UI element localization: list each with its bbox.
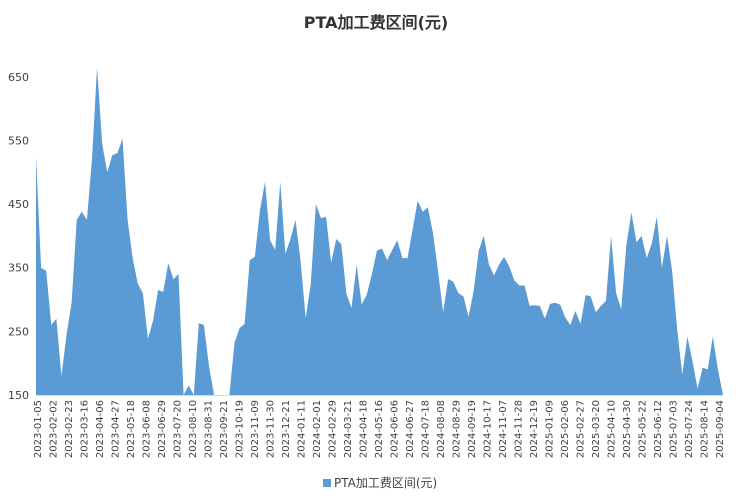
legend-label: PTA加工费区间(元) — [334, 476, 437, 490]
x-tick-label: 2025-02-27 — [576, 400, 587, 458]
x-tick-label: 2025-01-09 — [545, 400, 556, 458]
x-tick-label: 2023-11-30 — [266, 400, 277, 458]
x-tick-label: 2025-05-22 — [638, 400, 649, 458]
x-tick-label: 2023-12-21 — [281, 400, 292, 458]
x-tick-label: 2024-09-19 — [467, 400, 478, 458]
x-tick-label: 2023-04-06 — [95, 400, 106, 458]
x-tick-label: 2024-12-19 — [529, 400, 540, 458]
x-tick-label: 2025-04-30 — [622, 400, 633, 458]
legend-swatch — [323, 479, 331, 487]
x-tick-label: 2025-06-12 — [653, 400, 664, 458]
y-tick-label: 250 — [8, 325, 29, 338]
x-tick-label: 2025-07-03 — [669, 400, 680, 458]
plot-area — [36, 67, 723, 396]
x-tick-label: 2023-08-10 — [188, 400, 199, 458]
chart-title: PTA加工费区间(元) — [304, 13, 448, 32]
x-tick-label: 2024-05-16 — [374, 400, 385, 458]
x-tick-label: 2023-07-20 — [173, 400, 184, 458]
x-tick-label: 2025-02-06 — [560, 400, 571, 458]
y-tick-label: 450 — [8, 198, 29, 211]
x-tick-label: 2024-08-08 — [436, 400, 447, 458]
x-tick-label: 2024-06-06 — [390, 400, 401, 458]
x-tick-label: 2023-02-02 — [49, 400, 60, 458]
x-tick-label: 2023-02-23 — [64, 400, 75, 458]
x-tick-label: 2023-09-21 — [219, 400, 230, 458]
legend: PTA加工费区间(元) — [323, 476, 437, 490]
x-tick-label: 2024-02-29 — [328, 400, 339, 458]
x-tick-label: 2023-01-05 — [33, 400, 44, 458]
x-axis: 2023-01-05 2023-02-02 2023-02-23 2023-03-16… — [33, 395, 726, 458]
x-tick-label: 2025-08-14 — [700, 400, 711, 458]
x-tick-label: 2024-02-01 — [312, 400, 323, 458]
x-tick-label: 2023-03-16 — [80, 400, 91, 458]
x-tick-label: 2024-10-17 — [483, 400, 494, 458]
y-axis: 150 250 350 450 550 650 — [8, 71, 29, 402]
x-tick-label: 2023-08-31 — [204, 400, 215, 458]
x-tick-label: 2023-06-29 — [157, 400, 168, 458]
y-tick-label: 350 — [8, 262, 29, 275]
y-tick-label: 150 — [8, 389, 29, 402]
x-tick-label: 2025-07-24 — [684, 400, 695, 458]
x-tick-label: 2024-11-28 — [514, 400, 525, 458]
series-area — [36, 67, 723, 396]
x-tick-label: 2024-01-11 — [297, 400, 308, 458]
x-tick-label: 2024-08-29 — [452, 400, 463, 458]
x-tick-label: 2025-09-04 — [715, 400, 726, 458]
x-tick-label: 2024-06-27 — [405, 400, 416, 458]
x-tick-label: 2025-04-10 — [607, 400, 618, 458]
x-tick-label: 2023-05-18 — [126, 400, 137, 458]
x-tick-label: 2023-11-09 — [250, 400, 261, 458]
x-tick-label: 2024-11-07 — [498, 400, 509, 458]
x-tick-label: 2023-04-27 — [111, 400, 122, 458]
x-tick-label: 2025-03-20 — [591, 400, 602, 458]
x-tick-label: 2024-07-18 — [421, 400, 432, 458]
x-tick-label: 2023-10-19 — [235, 400, 246, 458]
y-tick-label: 550 — [8, 134, 29, 147]
x-tick-label: 2023-06-08 — [142, 400, 153, 458]
y-tick-label: 650 — [8, 71, 29, 84]
x-tick-label: 2024-03-21 — [343, 400, 354, 458]
x-tick-label: 2024-04-18 — [359, 400, 370, 458]
